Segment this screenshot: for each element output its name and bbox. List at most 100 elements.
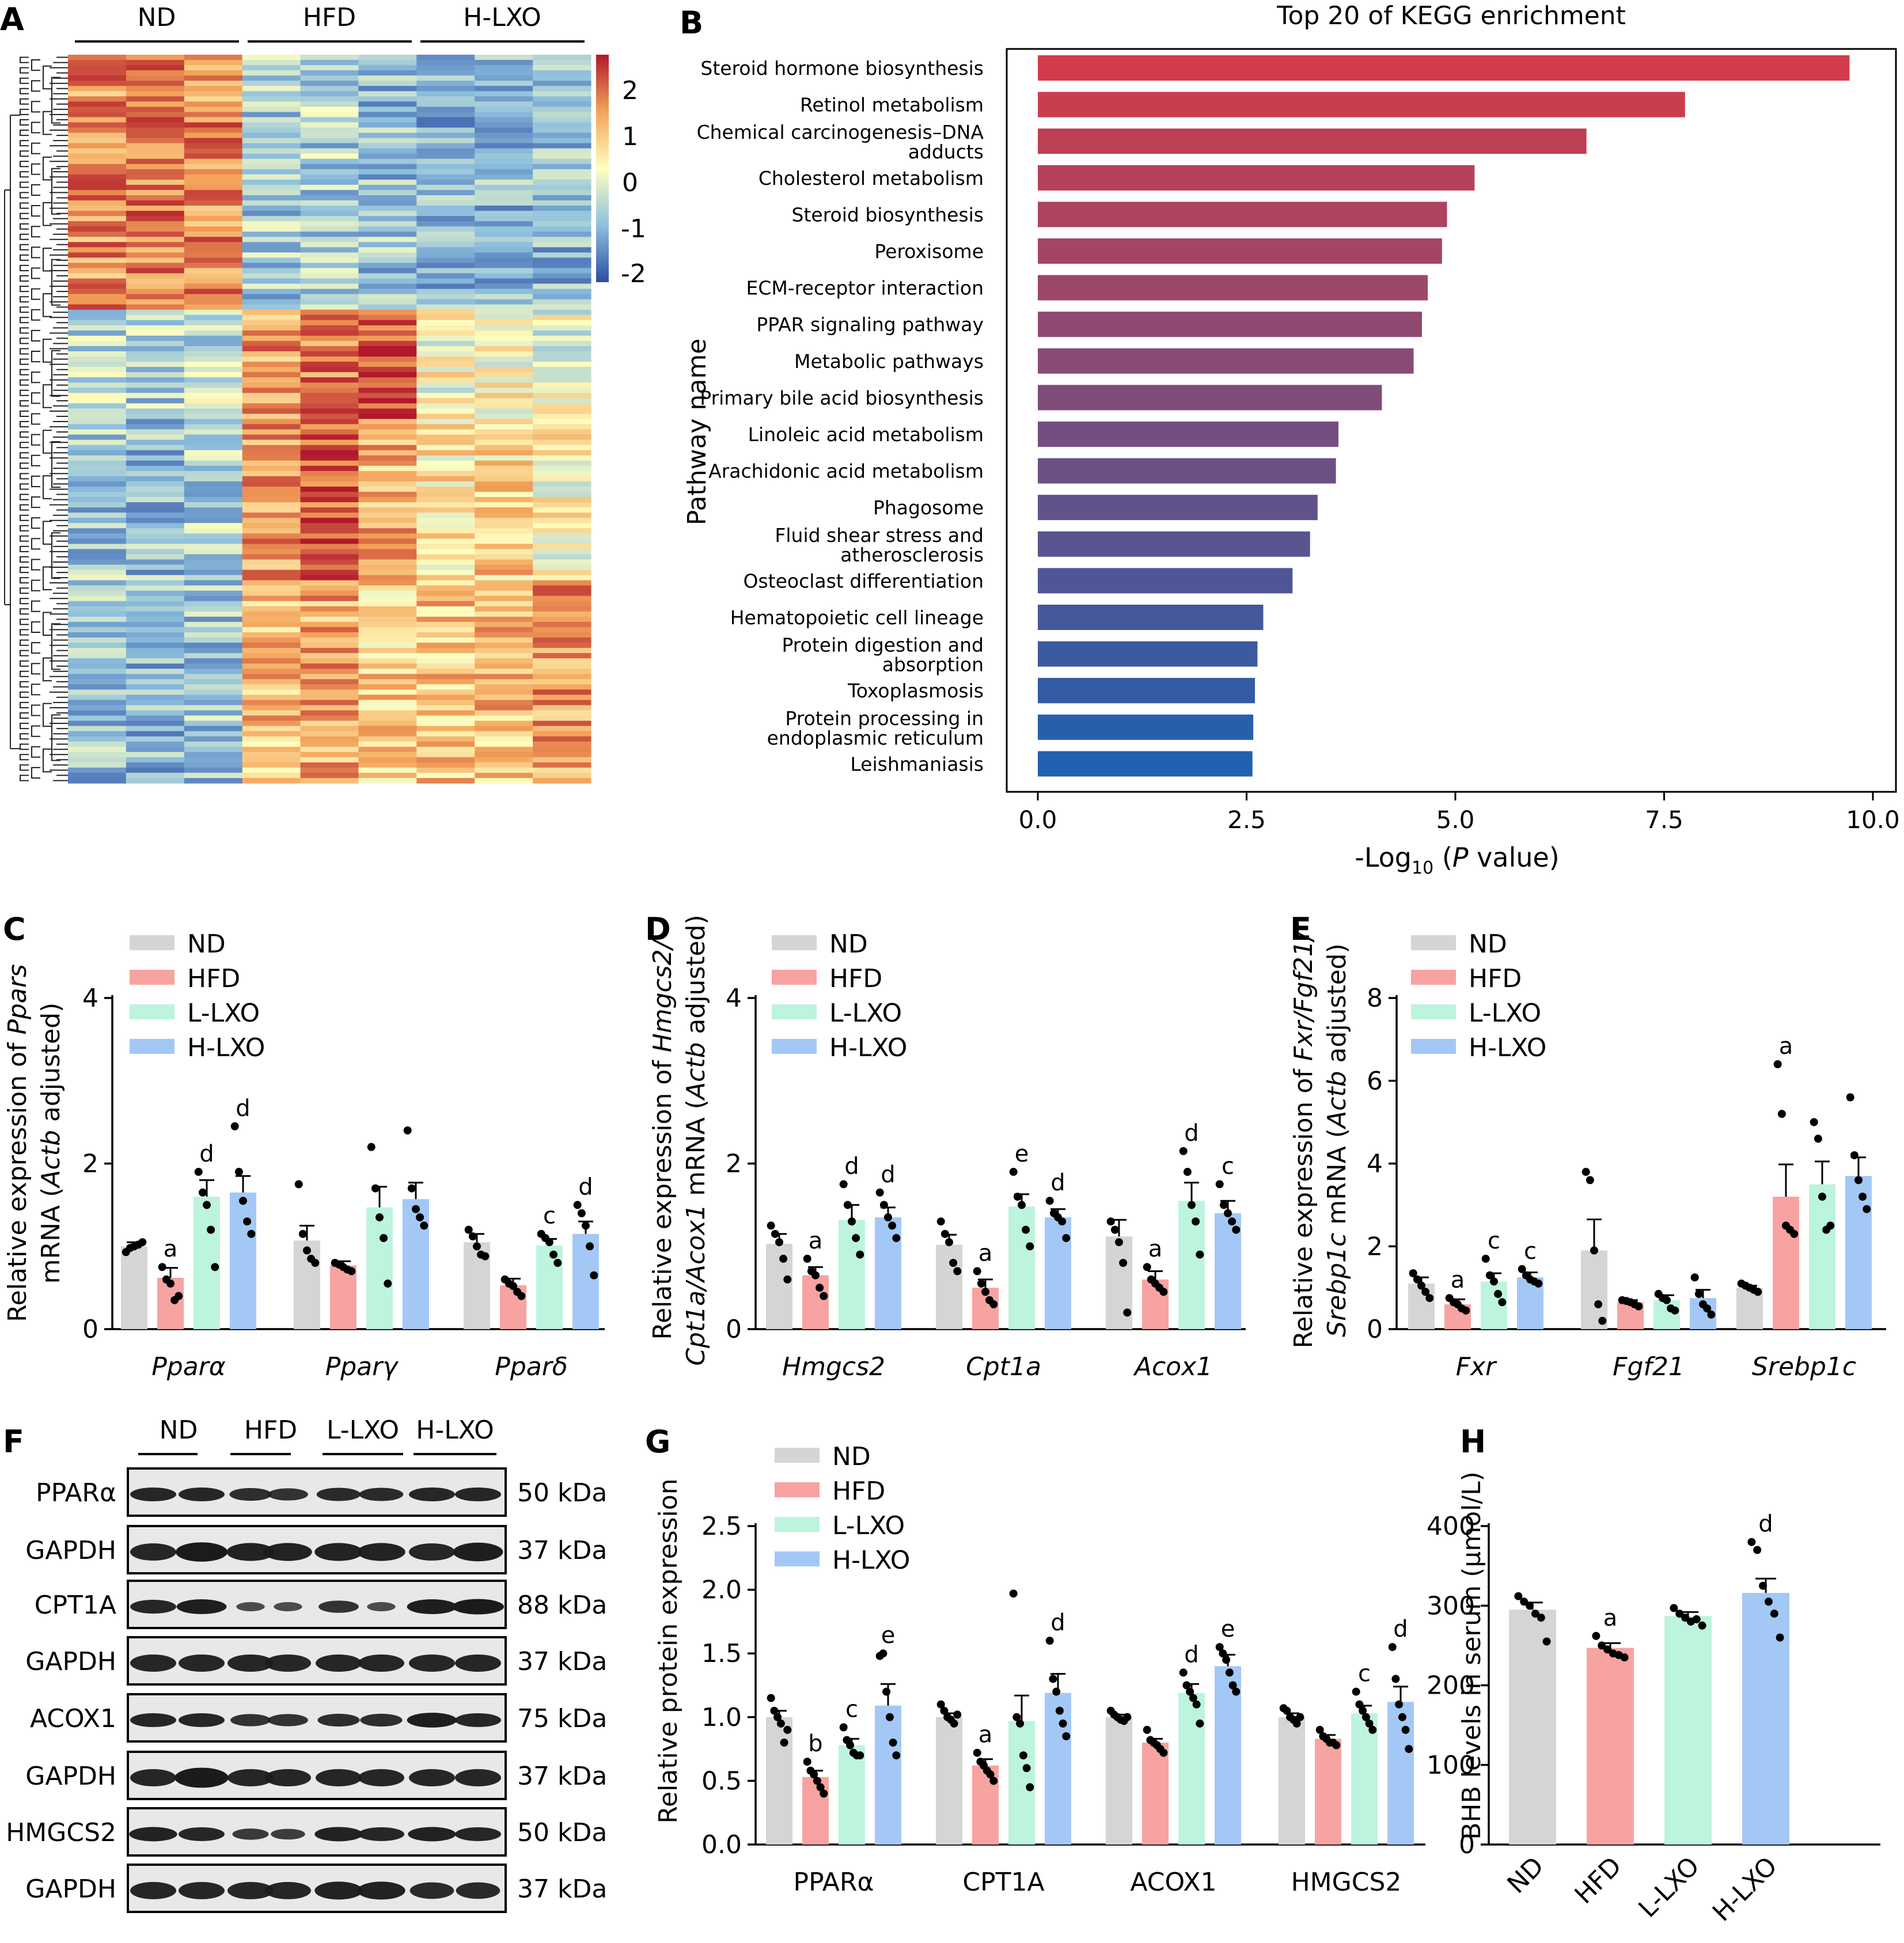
data-point xyxy=(1592,1631,1600,1640)
kegg-bar-label: Retinol metabolism xyxy=(800,94,984,116)
kegg-bar xyxy=(1038,165,1475,191)
blot-band xyxy=(236,1602,265,1611)
heatmap-cell xyxy=(475,200,533,206)
heatmap-cell xyxy=(300,481,359,487)
significance-label: a xyxy=(1451,1267,1465,1293)
heatmap-cell xyxy=(358,304,417,310)
heatmap-cell xyxy=(300,549,359,555)
heatmap-cell xyxy=(358,465,417,472)
heatmap-cell xyxy=(126,627,185,633)
significance-label: c xyxy=(543,1203,556,1229)
y-tick-label: 8 xyxy=(1367,984,1383,1013)
blot-kda-label: 37 kDa xyxy=(517,1762,607,1791)
x-category-label: HMGCS2 xyxy=(1291,1868,1402,1897)
heatmap-cell xyxy=(126,330,185,336)
legend-label: HFD xyxy=(187,964,240,993)
significance-label: d xyxy=(1050,1170,1065,1196)
heatmap-cell xyxy=(68,148,127,154)
bar xyxy=(536,1245,563,1329)
heatmap-cell xyxy=(300,710,359,716)
data-point xyxy=(936,1700,945,1709)
heatmap-cell xyxy=(68,487,127,492)
heatmap-cell xyxy=(300,663,359,669)
heatmap-cell xyxy=(358,544,417,549)
data-point xyxy=(1215,1180,1224,1189)
heatmap-cell xyxy=(475,658,533,664)
kegg-bar-label: Steroid hormone biosynthesis xyxy=(700,57,984,79)
heatmap-cell xyxy=(184,570,243,576)
heatmap-cell xyxy=(475,278,533,284)
significance-label: e xyxy=(881,1622,896,1649)
heatmap-cell xyxy=(126,513,185,518)
heatmap-cell xyxy=(184,377,243,383)
heatmap-cell xyxy=(242,528,301,534)
data-point xyxy=(775,1238,783,1247)
heatmap-cell xyxy=(126,674,185,680)
heatmap-cell xyxy=(126,268,185,274)
data-point xyxy=(820,1789,828,1798)
heatmap-cell xyxy=(475,621,533,628)
heatmap-cell xyxy=(416,86,475,92)
heatmap-cell xyxy=(475,351,533,357)
heatmap-cell xyxy=(475,325,533,331)
heatmap-cell xyxy=(184,700,243,705)
blot-kda-label: 75 kDa xyxy=(517,1704,607,1733)
heatmap-cell xyxy=(184,174,243,180)
heatmap-cell xyxy=(242,632,301,638)
blot-protein-label: CPT1A xyxy=(35,1591,116,1620)
y-tick-label: 2 xyxy=(1367,1232,1383,1261)
blot-kda-label: 37 kDa xyxy=(517,1647,607,1676)
heatmap-cell xyxy=(416,60,475,66)
heatmap-cell xyxy=(126,367,185,373)
heatmap-cell xyxy=(184,772,243,779)
heatmap-cell xyxy=(416,736,475,742)
heatmap-cell xyxy=(68,601,127,607)
heatmap-cell xyxy=(242,762,301,768)
blot-band xyxy=(176,1599,227,1614)
heatmap-cell xyxy=(475,746,533,753)
heatmap-cell xyxy=(184,669,243,674)
panel-g-chart: 0.00.51.01.52.02.5bcePPARαadCPT1AdeACOX1… xyxy=(701,1442,1425,1897)
heatmap-cell xyxy=(126,294,185,300)
heatmap-cell xyxy=(184,143,243,149)
heatmap-cell xyxy=(242,731,301,737)
heatmap-cell xyxy=(358,362,417,367)
heatmap-cell xyxy=(475,580,533,586)
heatmap-cell xyxy=(126,710,185,716)
heatmap-cell xyxy=(475,601,533,607)
heatmap-cell xyxy=(300,616,359,623)
data-point xyxy=(468,1232,477,1240)
data-point xyxy=(1663,1296,1671,1304)
heatmap-cell xyxy=(358,356,417,362)
data-point xyxy=(1391,1675,1400,1683)
heatmap-cell xyxy=(358,439,417,446)
kegg-bar-label: Steroid biosynthesis xyxy=(792,203,984,226)
data-point xyxy=(1490,1277,1498,1286)
data-point xyxy=(776,1719,785,1728)
heatmap-cell xyxy=(416,700,475,705)
heatmap-cell xyxy=(126,206,185,211)
heatmap-cell xyxy=(300,746,359,753)
heatmap-cell xyxy=(475,648,533,654)
heatmap-cell xyxy=(416,487,475,492)
bar xyxy=(1279,1717,1305,1845)
heatmap-cell xyxy=(358,741,417,747)
kegg-bar-label: Fluid shear stress and xyxy=(775,524,984,547)
heatmap-cell xyxy=(242,595,301,602)
x-category-label: ND xyxy=(1501,1851,1549,1899)
heatmap-cell xyxy=(416,169,475,175)
heatmap-cell xyxy=(300,55,359,60)
heatmap-cell xyxy=(475,408,533,414)
heatmap-cell xyxy=(358,158,417,165)
data-point xyxy=(1681,1614,1690,1622)
blot-group-label: H-LXO xyxy=(416,1415,494,1445)
bar xyxy=(875,1705,901,1845)
blot-band xyxy=(229,1487,272,1501)
heatmap-cell xyxy=(416,200,475,206)
blot-band xyxy=(227,1654,274,1672)
heatmap-cell xyxy=(242,637,301,643)
heatmap-cell xyxy=(475,232,533,237)
blot-band xyxy=(274,1602,302,1611)
heatmap-cell xyxy=(242,429,301,435)
heatmap-cell xyxy=(126,153,185,160)
